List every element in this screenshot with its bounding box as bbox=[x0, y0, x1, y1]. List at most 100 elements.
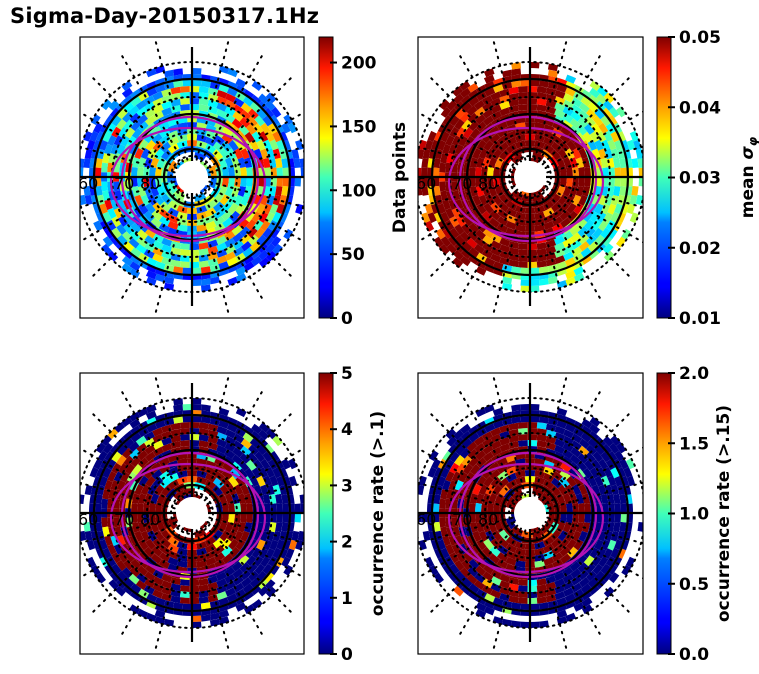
heatmap-bin bbox=[275, 186, 283, 197]
heatmap-bin bbox=[150, 521, 160, 533]
heatmap-bin bbox=[235, 139, 246, 151]
heatmap-bin bbox=[459, 80, 471, 91]
heatmap-bin bbox=[214, 121, 226, 131]
heatmap-bin bbox=[558, 202, 570, 214]
heatmap-bin bbox=[158, 121, 170, 131]
heatmap-bin bbox=[600, 203, 611, 215]
heatmap-bin bbox=[294, 503, 302, 513]
mlt-dotted-spoke bbox=[92, 188, 181, 277]
heatmap-bin bbox=[170, 259, 181, 268]
heatmap-bin bbox=[244, 547, 255, 559]
heatmap-bin bbox=[551, 552, 564, 563]
heatmap-bin bbox=[551, 134, 563, 145]
mlt-dotted-spoke bbox=[546, 516, 643, 545]
heatmap-bin bbox=[633, 139, 642, 151]
heatmap-bin bbox=[279, 530, 288, 542]
heatmap-bin bbox=[565, 177, 574, 188]
heatmap-bin bbox=[145, 202, 156, 215]
heatmap-bin bbox=[580, 247, 592, 258]
heatmap-bin bbox=[121, 416, 133, 427]
heatmap-bin bbox=[209, 264, 221, 273]
heatmap-bin bbox=[204, 143, 217, 154]
heatmap-bin bbox=[440, 211, 450, 223]
heatmap-bin bbox=[207, 423, 219, 432]
heatmap-bin bbox=[107, 250, 119, 262]
heatmap-bin bbox=[216, 571, 228, 582]
heatmap-bin bbox=[129, 590, 141, 601]
heatmap-bin bbox=[167, 200, 180, 211]
heatmap-bin bbox=[122, 248, 134, 260]
heatmap-bin bbox=[581, 590, 593, 601]
heatmap-bin bbox=[226, 87, 238, 97]
heatmap-bin bbox=[577, 562, 589, 573]
heatmap-bin bbox=[536, 596, 547, 604]
heatmap-bin bbox=[433, 572, 444, 584]
heatmap-bin bbox=[439, 243, 450, 255]
heatmap-bin bbox=[274, 122, 285, 134]
heatmap-bin bbox=[625, 458, 636, 470]
heatmap-bin bbox=[270, 236, 282, 248]
heatmap-bin bbox=[466, 237, 478, 249]
mlt-dotted-spoke bbox=[206, 521, 304, 579]
heatmap-bin bbox=[498, 485, 510, 497]
heatmap-bin bbox=[269, 228, 280, 240]
heatmap-bin bbox=[570, 568, 582, 579]
heatmap-bin bbox=[550, 485, 562, 497]
heatmap-bin bbox=[150, 553, 162, 565]
heatmap-bin bbox=[483, 202, 494, 215]
heatmap-bin bbox=[179, 243, 190, 250]
heatmap-bin bbox=[272, 484, 281, 495]
heatmap-bin bbox=[629, 212, 639, 224]
heatmap-bin bbox=[505, 556, 517, 566]
heatmap-bin bbox=[143, 95, 155, 105]
heatmap-bin bbox=[439, 181, 447, 192]
heatmap-bin bbox=[109, 571, 121, 583]
heatmap-bin bbox=[490, 446, 502, 457]
heatmap-bin bbox=[552, 223, 564, 233]
heatmap-bin bbox=[602, 243, 614, 255]
heatmap-bin bbox=[152, 97, 164, 108]
heatmap-bin bbox=[281, 458, 291, 470]
heatmap-bin bbox=[251, 255, 263, 267]
heatmap-bin bbox=[474, 572, 486, 584]
heatmap-bin bbox=[264, 579, 276, 591]
heatmap-bin bbox=[602, 435, 614, 447]
heatmap-bin bbox=[226, 593, 238, 603]
heatmap-bin bbox=[101, 162, 109, 173]
heatmap-bin bbox=[151, 210, 163, 221]
heatmap-bin bbox=[631, 158, 639, 168]
colorbar-tick-label: 0.03 bbox=[679, 169, 721, 189]
heatmap-bin bbox=[137, 450, 148, 461]
heatmap-bin bbox=[158, 552, 171, 563]
heatmap-bin bbox=[209, 276, 221, 285]
heatmap-bin bbox=[638, 167, 643, 177]
heatmap-bin bbox=[554, 242, 566, 252]
heatmap-bin bbox=[213, 216, 226, 227]
heatmap-bin bbox=[569, 118, 581, 129]
heatmap-bin bbox=[511, 68, 521, 76]
heatmap-bin bbox=[476, 252, 488, 263]
heatmap-bin bbox=[600, 227, 611, 239]
heatmap-bin bbox=[486, 513, 495, 524]
mlt-dotted-spoke bbox=[92, 524, 181, 613]
heatmap-bin bbox=[224, 185, 234, 197]
heatmap-bin bbox=[420, 177, 428, 187]
heatmap-bin bbox=[102, 547, 112, 559]
heatmap-bin bbox=[616, 106, 627, 118]
latitude-label-60: 60 bbox=[78, 510, 98, 529]
heatmap-bin bbox=[144, 571, 156, 582]
heatmap-bin bbox=[216, 425, 228, 435]
heatmap-bin bbox=[239, 117, 251, 128]
heatmap-bin bbox=[130, 456, 142, 468]
heatmap-bin bbox=[213, 141, 225, 153]
heatmap-bin bbox=[124, 551, 136, 563]
heatmap-bin bbox=[449, 216, 460, 228]
heatmap-bin bbox=[179, 434, 190, 441]
heatmap-bin bbox=[245, 219, 257, 231]
heatmap-bin bbox=[124, 127, 136, 139]
heatmap-bin bbox=[233, 530, 244, 542]
heatmap-bin bbox=[490, 240, 502, 250]
heatmap-bin bbox=[559, 546, 571, 557]
heatmap-bin bbox=[550, 529, 562, 541]
heatmap-bin bbox=[145, 410, 157, 420]
